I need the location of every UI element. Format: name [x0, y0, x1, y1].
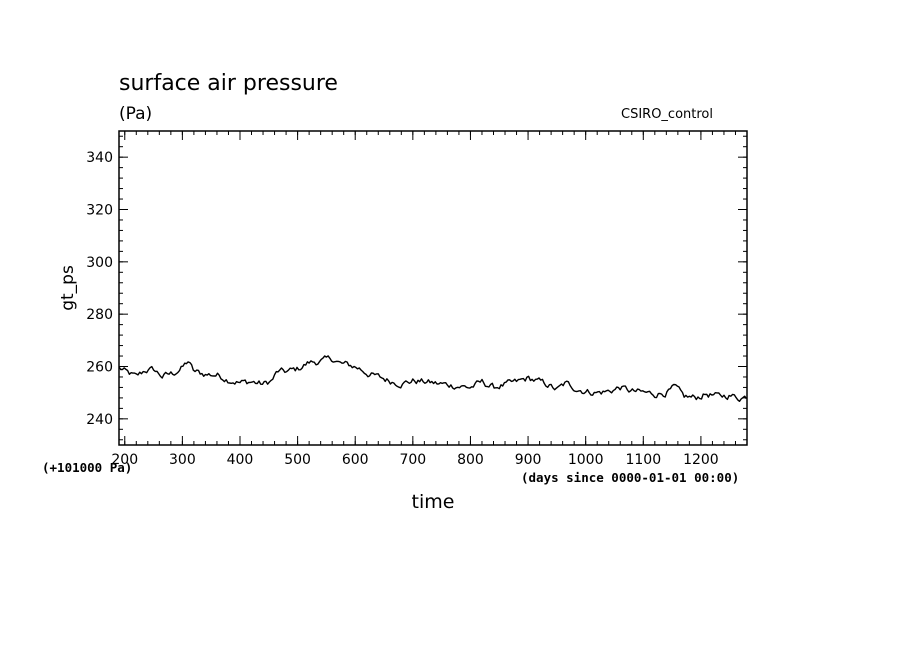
- x-tick-label: 1200: [683, 452, 719, 468]
- offset-note: (+101000 Pa): [42, 460, 132, 475]
- x-tick-label: 600: [342, 452, 369, 468]
- y-tick-label: 280: [86, 307, 113, 323]
- x-tick-label: 900: [515, 452, 542, 468]
- y-tick-label: 300: [86, 255, 113, 271]
- plot-frame: [118, 130, 748, 446]
- y-tick-label: 260: [86, 360, 113, 376]
- x-tick-label: 1000: [568, 452, 604, 468]
- dataset-label: CSIRO_control: [621, 107, 713, 122]
- tick-labels: 200 300 400 500 600 700 800 900 1000 1100 1200 240 2…: [86, 150, 718, 468]
- x-tick-label: 300: [169, 452, 196, 468]
- x-tick-label: 200: [111, 452, 138, 468]
- y-axis-label: gt_ps: [58, 265, 78, 311]
- y-tick-label: 320: [86, 203, 113, 219]
- x-axis-label: time: [412, 491, 455, 513]
- y-tick-label: 240: [86, 412, 113, 428]
- x-tick-label: 800: [457, 452, 484, 468]
- y-tick-label: 340: [86, 150, 113, 166]
- x-tick-label: 500: [284, 452, 311, 468]
- series-line-gt-ps: [118, 355, 747, 402]
- x-tick-label: 400: [227, 452, 254, 468]
- x-tick-label: 700: [399, 452, 426, 468]
- x-tick-label: 1100: [625, 452, 661, 468]
- chart-unit-label: (Pa): [119, 104, 152, 124]
- chart-title: surface air pressure: [119, 71, 338, 96]
- tick-marks: [119, 131, 748, 445]
- x-unit-note: (days since 0000-01-01 00:00): [521, 470, 739, 485]
